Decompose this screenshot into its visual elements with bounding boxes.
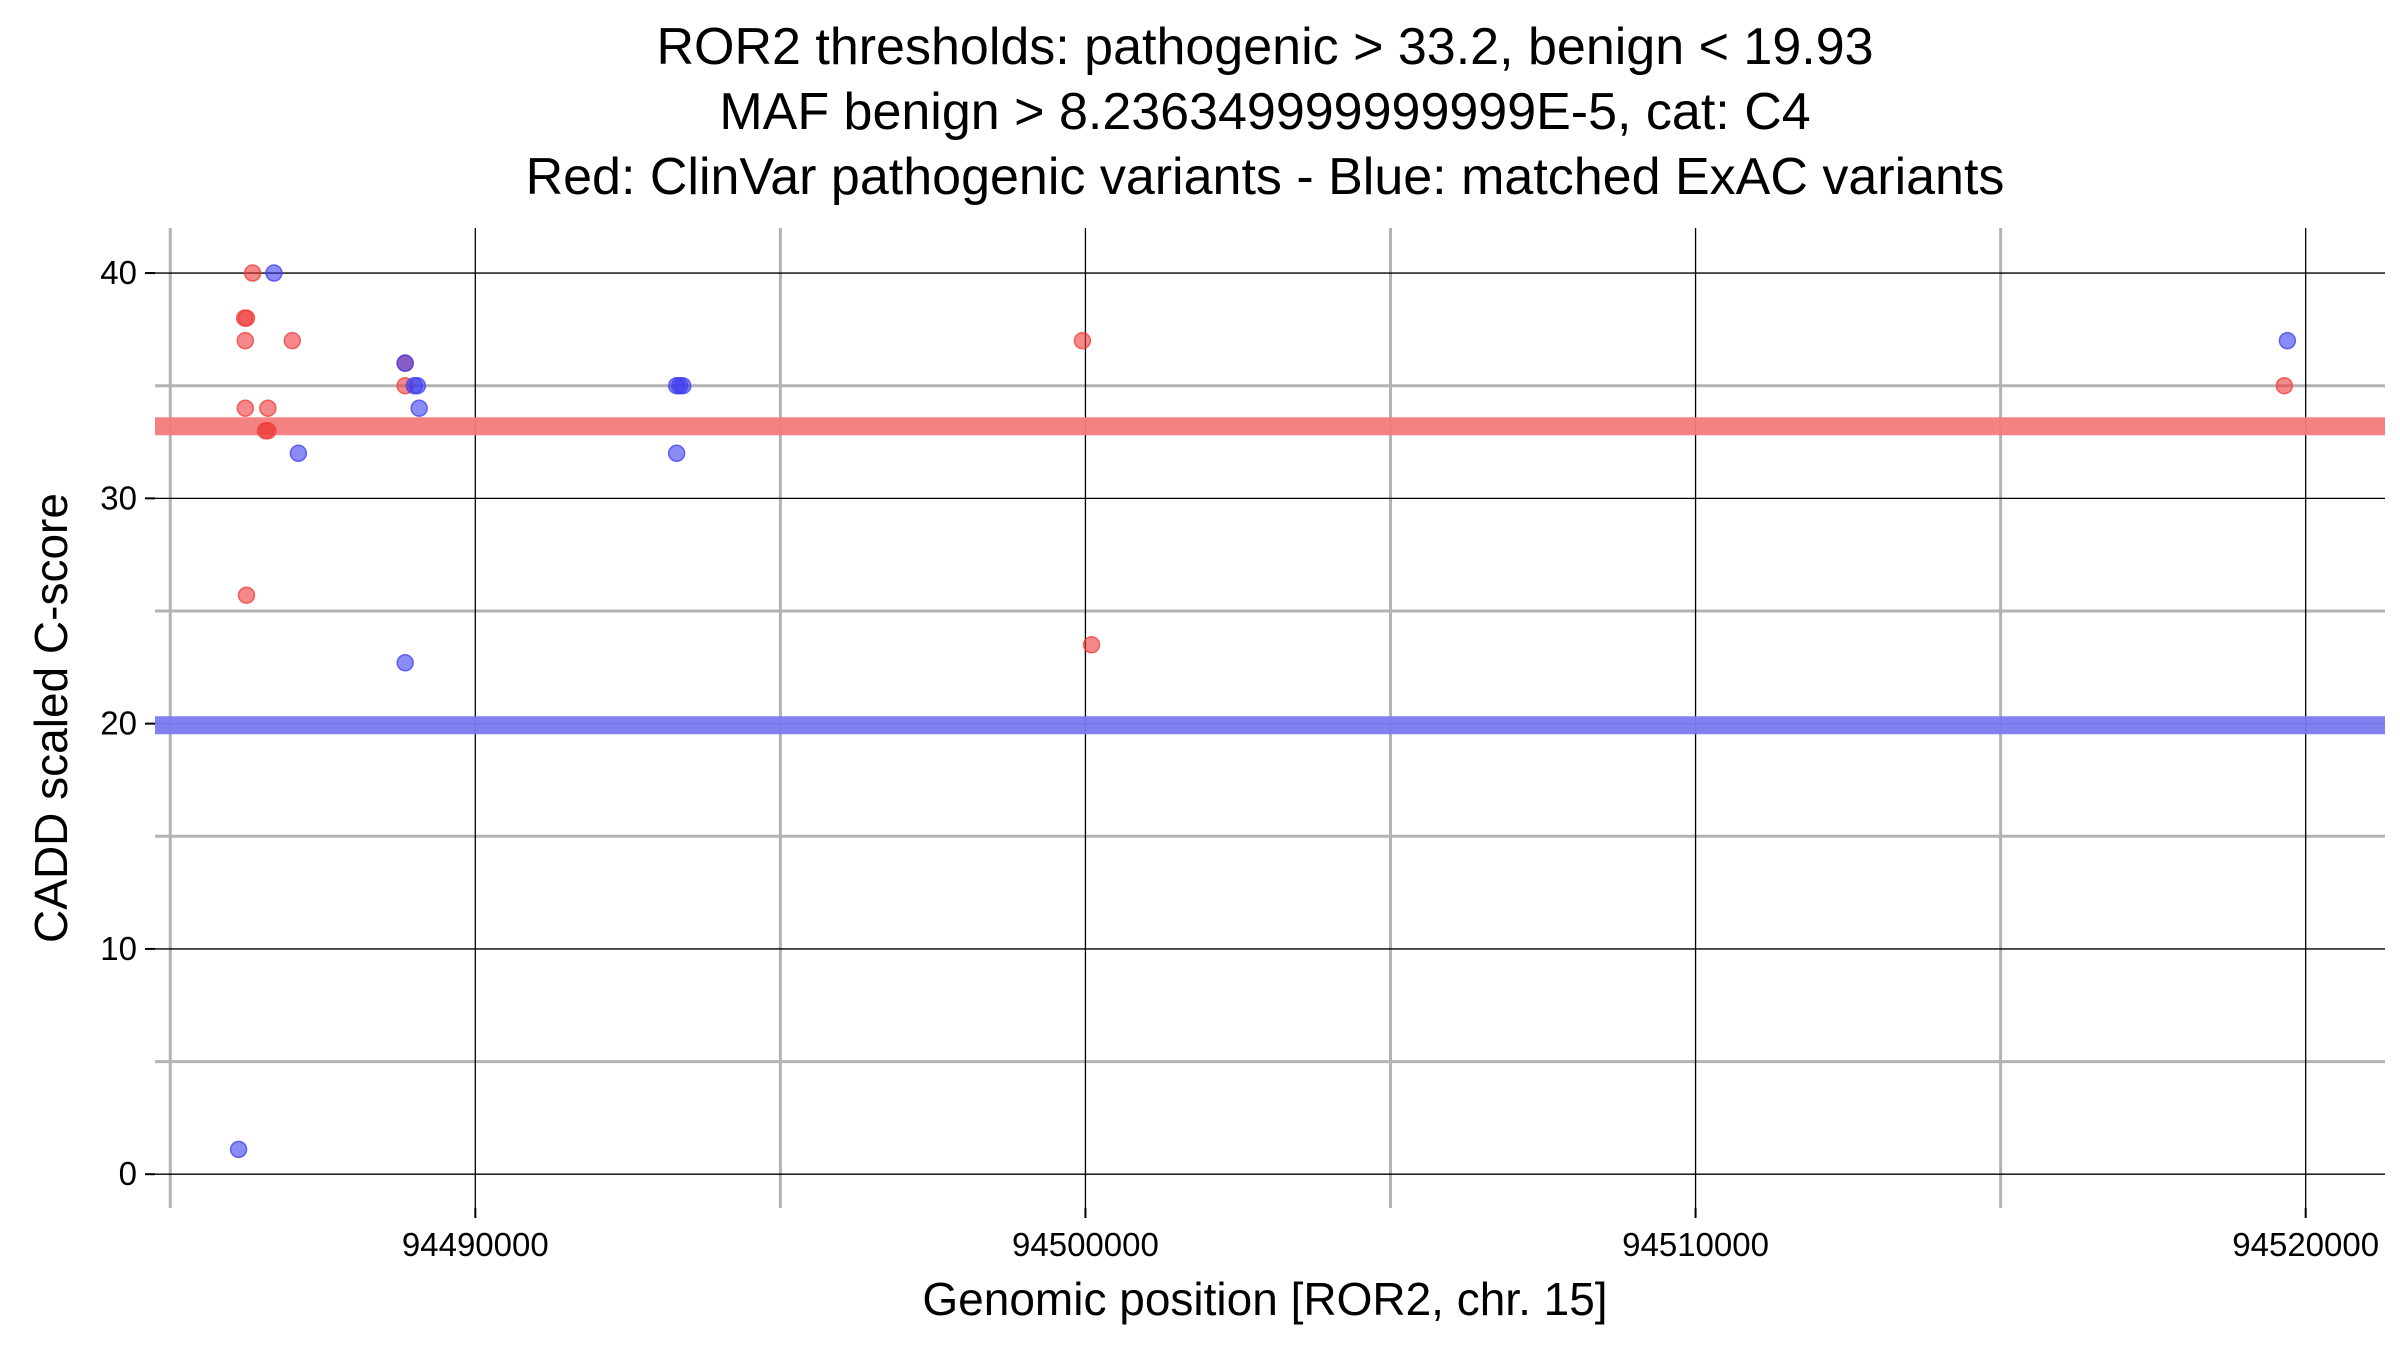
title-line-3: Red: ClinVar pathogenic variants - Blue:… (526, 148, 2005, 206)
exac-point (229, 1140, 248, 1159)
clinvar-point (2275, 376, 2294, 395)
x-axis-label: Genomic position [ROR2, chr. 15] (922, 1273, 1607, 1325)
grid (155, 228, 2385, 1208)
title-line-1: ROR2 thresholds: pathogenic > 33.2, beni… (656, 18, 1873, 76)
clinvar-point (237, 586, 256, 604)
exac-point (410, 399, 428, 417)
clinvar-point (236, 331, 255, 350)
exac-point (2278, 331, 2297, 350)
x-tick-label: 94490000 (402, 1226, 549, 1263)
y-tick-label: 40 (100, 254, 137, 291)
x-tick-label: 94520000 (2232, 1226, 2379, 1263)
y-tick-label: 10 (100, 930, 137, 967)
clinvar-point (1073, 331, 1092, 350)
axes: 0 10 20 30 40 94490000 94500000 94510000 9452000… (100, 254, 2379, 1263)
y-tick-label: 0 (119, 1155, 137, 1192)
exac-point (396, 354, 414, 372)
y-tick-label: 30 (100, 479, 137, 516)
data-points (229, 264, 2297, 1159)
exac-point (396, 654, 414, 672)
y-tick-label: 20 (100, 705, 137, 742)
exac-point (408, 376, 427, 395)
threshold-lines (155, 417, 2385, 735)
clinvar-point (243, 264, 262, 282)
clinvar-point (237, 309, 256, 327)
exac-point (674, 376, 692, 395)
clinvar-point (1082, 636, 1101, 654)
x-tick-label: 94510000 (1622, 1226, 1769, 1263)
exac-point (289, 444, 308, 463)
clinvar-point (283, 331, 302, 350)
clinvar-point (259, 399, 277, 417)
y-axis-label: CADD scaled C-score (25, 493, 77, 943)
title-line-2: MAF benign > 8.236349999999999E-5, cat: … (719, 83, 1810, 141)
clinvar-point (259, 422, 277, 440)
clinvar-point (236, 399, 255, 417)
exac-point (667, 444, 686, 463)
exac-point (265, 264, 283, 282)
x-tick-label: 94500000 (1012, 1226, 1159, 1263)
chart-title: ROR2 thresholds: pathogenic > 33.2, beni… (526, 18, 2005, 206)
